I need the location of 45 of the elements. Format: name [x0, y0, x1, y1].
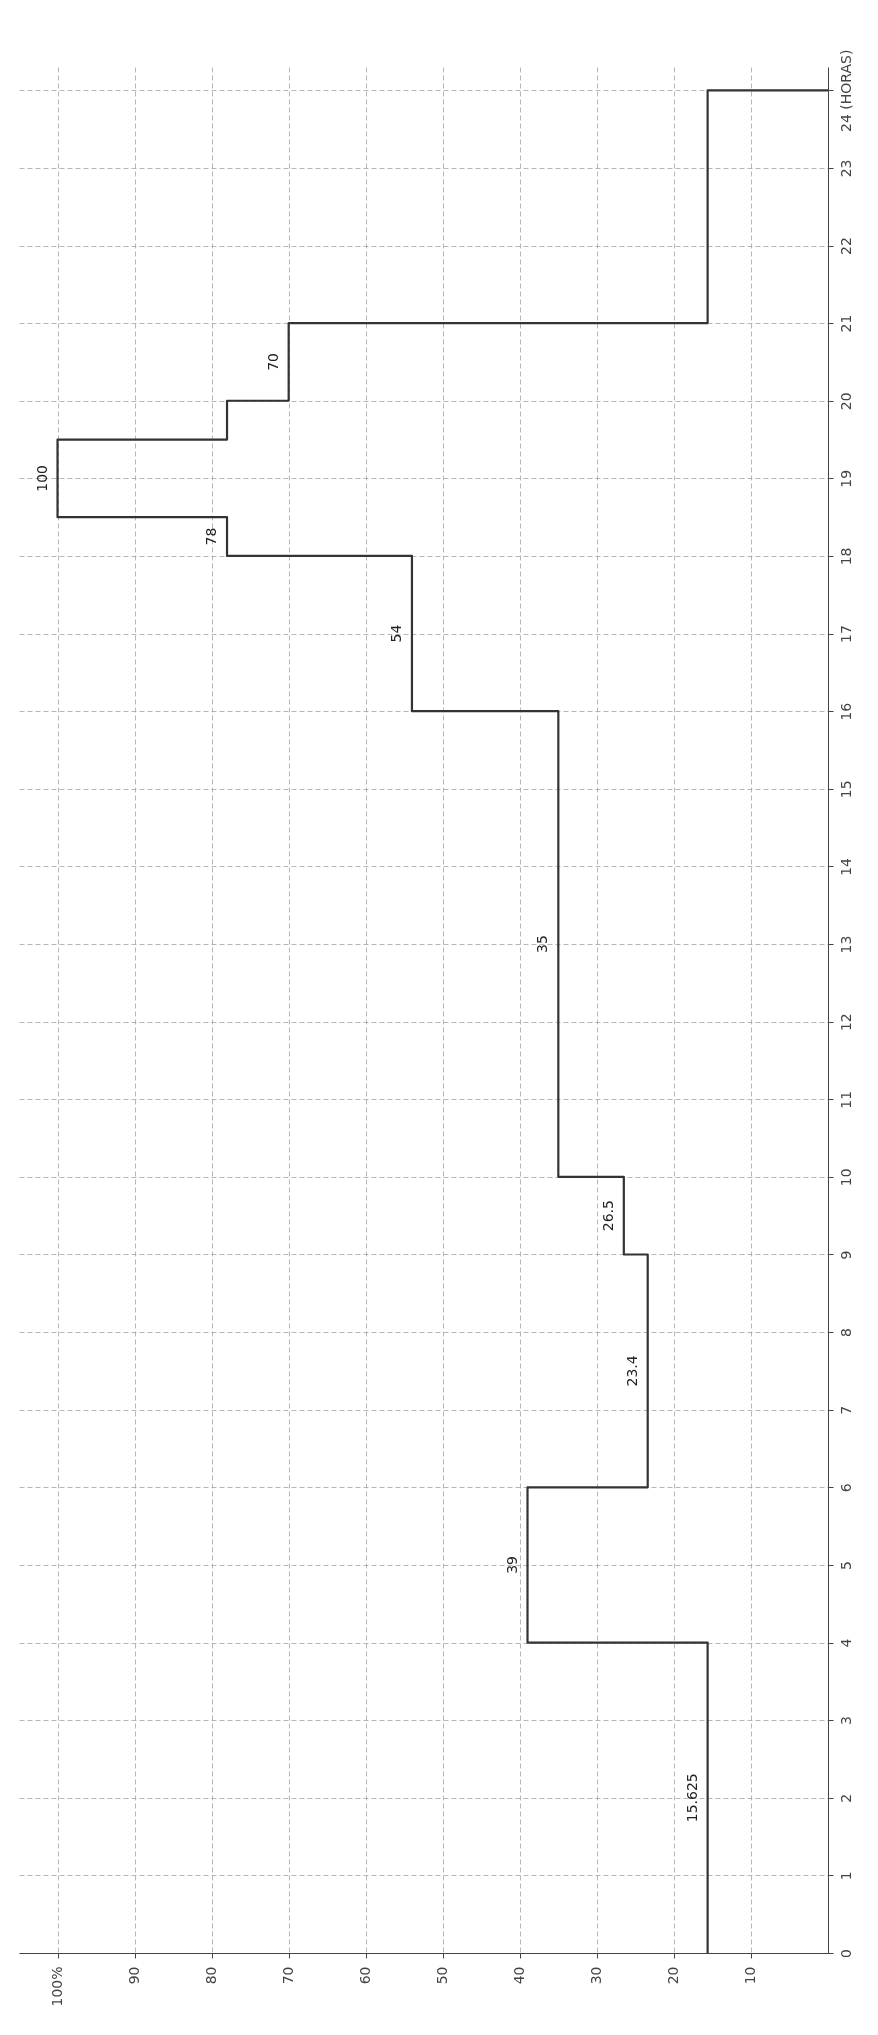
- y-tick-label: 1: [837, 1871, 854, 1881]
- x-tick-label: 50: [434, 1966, 451, 1985]
- x-tick-label: 40: [511, 1966, 528, 1985]
- y-tick-label: 3: [837, 1716, 854, 1726]
- line-series: [56, 89, 830, 1955]
- annotation: 100: [33, 464, 50, 492]
- x-tick-label: 30: [588, 1966, 605, 1985]
- y-tick-label: 14: [837, 857, 854, 876]
- x-tick-label: 100%: [49, 1966, 66, 2007]
- y-tick-label: 4: [837, 1638, 854, 1648]
- annotation: 78: [203, 527, 220, 546]
- annotation: 35: [534, 935, 551, 953]
- y-tick-label: 12: [837, 1013, 854, 1032]
- y-tick-label: 24 (HORAS): [837, 49, 854, 132]
- x-tick-label: 90: [126, 1966, 143, 1985]
- annotation: 23.4: [623, 1355, 640, 1387]
- y-tick-label: 2: [837, 1793, 854, 1803]
- annotation: 26.5: [599, 1200, 616, 1232]
- y-tick-label: 13: [837, 935, 854, 954]
- x-tick-label: 10: [742, 1966, 759, 1985]
- annotation: 70: [264, 353, 281, 371]
- y-tick-label: 19: [837, 469, 854, 488]
- y-tick-label: 17: [837, 625, 854, 643]
- y-tick-label: 6: [837, 1483, 854, 1493]
- y-tick-label: 20: [837, 392, 854, 411]
- y-tick-label: 5: [837, 1560, 854, 1570]
- y-tick-label: 9: [837, 1250, 854, 1260]
- y-tick-label: 8: [837, 1328, 854, 1338]
- annotation: 15.625: [683, 1773, 700, 1823]
- y-tick-label: 0: [837, 1949, 854, 1958]
- y-tick-label: 23: [837, 159, 854, 178]
- y-tick-label: 22: [837, 237, 854, 255]
- y-tick-label: 16: [837, 702, 854, 721]
- y-tick-label: 11: [837, 1090, 854, 1109]
- x-tick-label: 20: [665, 1966, 682, 1985]
- x-tick-label: 70: [280, 1966, 297, 1985]
- x-tick-label: 80: [203, 1966, 220, 1985]
- x-tick-label: 60: [357, 1966, 374, 1985]
- y-tick-label: 7: [837, 1405, 854, 1415]
- y-tick-label: 15: [837, 780, 854, 799]
- annotation: 54: [387, 624, 404, 643]
- annotation: 39: [503, 1556, 520, 1574]
- y-tick-label: 21: [837, 314, 854, 333]
- y-tick-label: 18: [837, 547, 854, 566]
- y-tick-label: 10: [837, 1168, 854, 1187]
